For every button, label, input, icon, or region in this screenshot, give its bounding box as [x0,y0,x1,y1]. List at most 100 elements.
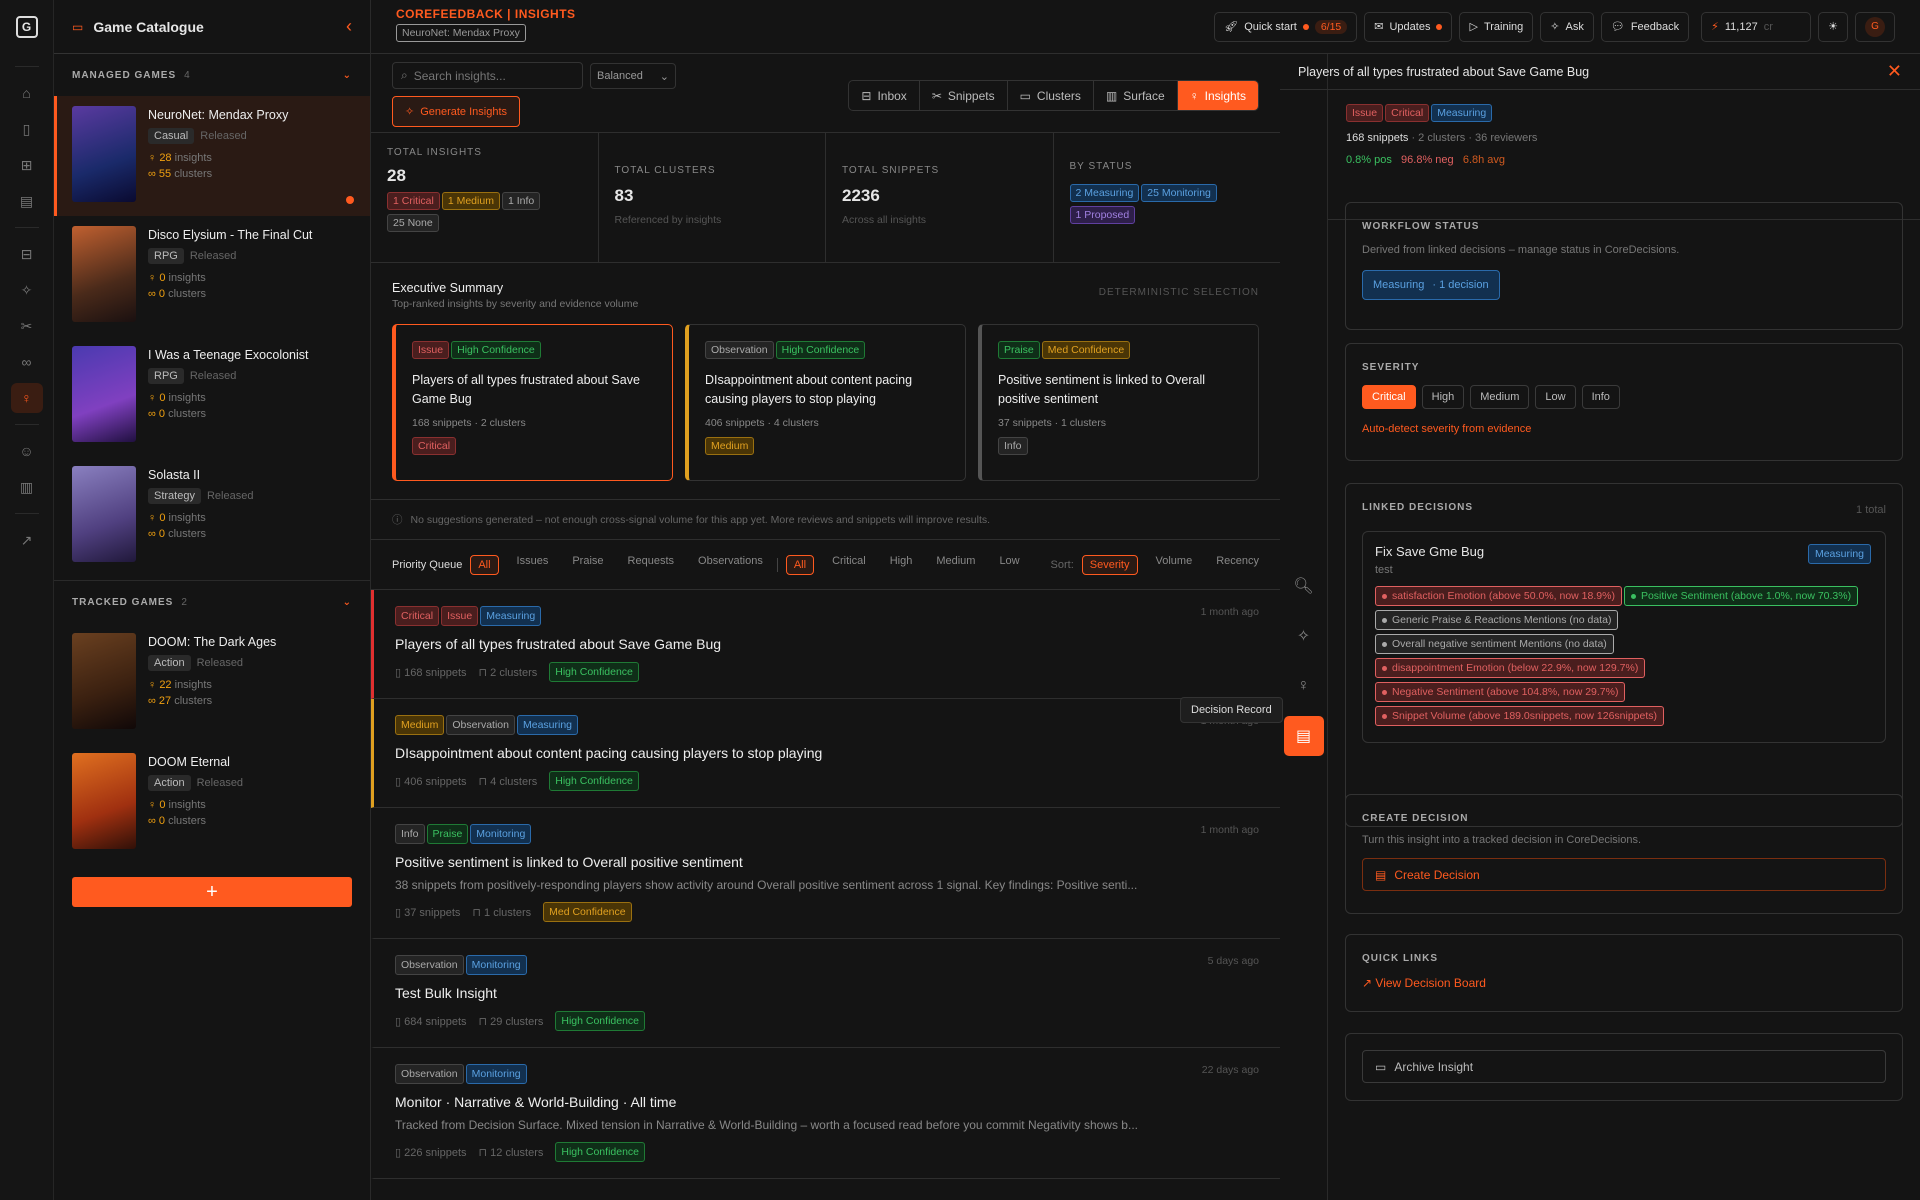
insight-row[interactable]: Info Praise Monitoring 1 month ago Positiv… [371,808,1280,939]
create-decision-button[interactable]: ▤ Create Decision [1362,858,1886,891]
game-cover [72,633,136,729]
type-filter[interactable]: All [470,554,499,575]
decision-item[interactable]: Fix Save Gme Bug test Measuring satisfac… [1362,531,1886,743]
inbox-icon[interactable]: ⊟ [20,245,33,262]
insight-count: 0 [159,799,166,811]
insight-row[interactable]: Critical Issue Measuring 1 month ago Playe… [371,590,1280,699]
severity-option[interactable]: Critical [1362,385,1416,409]
tracked-games-header[interactable]: TRACKED GAMES 2 ⌄ [54,581,370,623]
updates-button[interactable]: ✉ Updates [1364,11,1453,42]
mode-select[interactable]: Balanced ⌄ [590,63,676,89]
lightbulb-icon[interactable]: ♀ [1297,677,1310,694]
create-decision-card: CREATE DECISION Turn this insight into a… [1345,794,1903,914]
decision-desc: test [1375,564,1393,576]
rocket-icon: 🚀︎ [1224,21,1239,33]
workflow-status-card: WORKFLOW STATUS Derived from linked deci… [1345,202,1903,330]
collapse-chevron-icon[interactable]: ‹ [346,16,352,36]
decision-status-badge: Measuring [1807,544,1871,564]
credits-display[interactable]: ⚡︎ 11,127 cr [1701,11,1812,42]
training-button[interactable]: ▷ Training [1459,11,1534,42]
insight-row[interactable]: Observation Monitoring 22 days ago Monito… [371,1048,1280,1179]
theme-toggle[interactable]: ☀ [1818,11,1848,42]
severity-filter[interactable]: High [889,554,913,567]
auto-detect-link[interactable]: Auto-detect severity from evidence [1362,423,1532,435]
search-input[interactable] [413,68,564,83]
tab-snippets[interactable]: ✂ Snippets [920,81,1008,110]
sparkle-icon[interactable]: ✧ [1296,628,1311,645]
release-status: Released [196,777,244,789]
home-icon[interactable]: ⌂ [22,85,31,101]
search-document-icon[interactable]: 🔍︎ [1293,578,1314,595]
summary-card[interactable]: Observation High Confidence DIsappointmen… [685,324,966,481]
severity-filter[interactable]: All [785,554,815,575]
game-item[interactable]: DOOM: The Dark Ages Action Released ♀ 22 … [54,623,370,743]
signal-text: satisfaction Emotion (above 50.0%, now 1… [1392,590,1615,602]
type-filter[interactable]: Observations [698,554,763,567]
sort-option[interactable]: Volume [1155,554,1193,567]
view-decision-board-link[interactable]: ↗ View Decision Board [1362,976,1886,990]
bar-chart-icon[interactable]: ▥ [19,478,34,495]
workflow-status-button[interactable]: Measuring · 1 decision [1362,270,1500,300]
detail-title: Players of all types frustrated about Sa… [1298,64,1590,79]
type-filter[interactable]: Issues [516,554,549,567]
quick-start-button[interactable]: 🚀︎ Quick start 6/15 [1214,11,1358,42]
users-icon[interactable]: ☺ [19,443,34,459]
search-field[interactable]: ⌕ [392,62,583,89]
document-icon[interactable]: ▤ [19,192,34,209]
severity-option[interactable]: Medium [1470,385,1530,409]
stat-label: clusters [168,288,206,300]
generate-insights-button[interactable]: ✧ Generate Insights [392,96,520,127]
ask-button[interactable]: ✧ Ask [1540,11,1594,42]
chevron-down-icon[interactable]: ⌄ [342,69,352,81]
severity-option[interactable]: Info [1581,385,1620,409]
archive-insight-button[interactable]: ▭ Archive Insight [1362,1050,1886,1083]
sort-option[interactable]: Recency [1216,554,1259,567]
insight-count: 0 [159,392,166,404]
tab-insights[interactable]: ♀ Insights [1177,81,1258,110]
book-icon[interactable]: ▯ [22,120,31,137]
filter-bar: Priority Queue All Issues Praise Requests Ob… [371,540,1280,590]
severity-option[interactable]: High [1421,385,1465,409]
feedback-button[interactable]: 💬︎ Feedback [1600,11,1690,42]
label: View Decision Board [1375,976,1486,990]
type-filter[interactable]: Praise [572,554,604,567]
search-icon: ⌕ [401,68,408,82]
insight-tag: Observation [395,955,464,975]
tab-surface[interactable]: ▥ Surface [1094,81,1178,110]
severity-filter[interactable]: Critical [832,554,866,567]
severity-filter[interactable]: Medium [936,554,976,567]
sort-option[interactable]: Severity [1081,554,1138,575]
user-menu[interactable]: G [1855,11,1895,42]
clusters-icon[interactable]: ∞ [21,354,32,370]
confidence-badge: Med Confidence [543,902,632,922]
game-item[interactable]: Solasta II Strategy Released ♀ 0 insights… [54,456,370,576]
summary-card[interactable]: Praise Med Confidence Positive sentiment … [978,324,1259,481]
chevron-down-icon[interactable]: ⌄ [342,596,352,608]
managed-games-header[interactable]: MANAGED GAMES 4 ⌄ [54,54,370,96]
note-text: No suggestions generated – not enough cr… [410,513,991,526]
type-filter[interactable]: Requests [627,554,675,567]
summary-card[interactable]: Issue High Confidence Players of all type… [392,324,673,481]
tab-inbox[interactable]: ⊟ Inbox [849,81,920,110]
insight-row[interactable]: Observation Monitoring 5 days ago Test Bu… [371,939,1280,1048]
lightbulb-icon[interactable]: ♀ [10,383,43,413]
game-item[interactable]: I Was a Teenage Exocolonist RPG Released … [54,336,370,456]
lightning-icon: ⚡︎ [1711,21,1719,33]
severity-filter[interactable]: Low [999,554,1020,567]
scissors-icon[interactable]: ✂ [20,317,33,334]
gamepad-icon[interactable]: ⊞ [20,156,33,173]
tab-clusters[interactable]: ▭ Clusters [1008,81,1094,110]
quick-links-card: QUICK LINKS ↗ View Decision Board [1345,934,1903,1012]
trending-icon[interactable]: ↗ [20,531,33,548]
app-logo[interactable]: G [15,16,38,38]
game-item[interactable]: NeuroNet: Mendax Proxy Casual Released ♀ … [54,96,370,216]
close-icon[interactable]: ✕ [1886,61,1902,81]
game-item[interactable]: Disco Elysium - The Final Cut RPG Release… [54,216,370,336]
stat-label: clusters [168,528,206,540]
add-game-button[interactable]: + [72,877,352,907]
decision-record-icon[interactable]: ▤ [1283,716,1324,756]
game-item[interactable]: DOOM Eternal Action Released ♀ 0 insights… [54,743,370,863]
severity-option[interactable]: Low [1535,385,1576,409]
sparkle-icon[interactable]: ✧ [20,281,33,298]
